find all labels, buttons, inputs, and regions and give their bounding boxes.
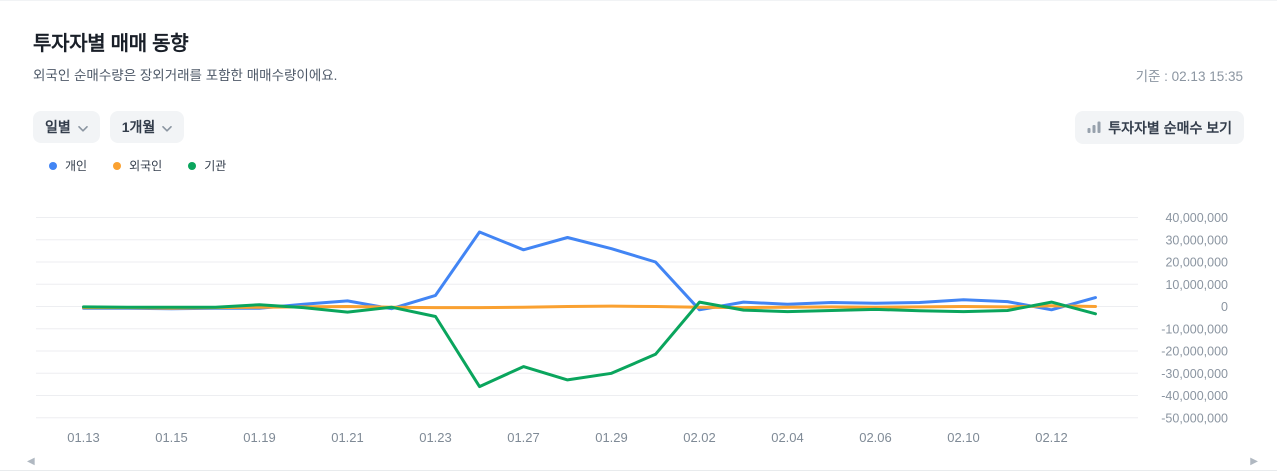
y-axis-label: 40,000,000: [1165, 211, 1228, 225]
y-axis-label: -40,000,000: [1161, 389, 1228, 403]
y-axis-label: -20,000,000: [1161, 345, 1228, 359]
chart-legend: 개인 외국인 기관: [49, 157, 226, 174]
y-axis-label: -30,000,000: [1161, 367, 1228, 381]
x-axis-label: 02.04: [771, 430, 804, 445]
range-dropdown[interactable]: 1개월: [109, 111, 185, 143]
scroll-right-button[interactable]: ▶: [1248, 455, 1260, 469]
subtitle: 외국인 순매수량은 장외거래를 포함한 매매수량이에요.: [33, 68, 338, 83]
series-line-1: [82, 304, 1097, 310]
y-axis-label: 0: [1221, 300, 1228, 314]
scroll-right-icon: ▶: [1250, 456, 1258, 467]
series-line-0: [82, 230, 1097, 312]
legend-dot-foreigner: [113, 161, 122, 170]
legend-item-institution: 기관: [188, 157, 226, 174]
period-dropdown-value: 일별: [45, 119, 71, 135]
x-axis-label: 02.12: [1035, 430, 1068, 445]
legend-item-individual: 개인: [49, 157, 87, 174]
view-net-buy-button[interactable]: 투자자별 순매수 보기: [1075, 111, 1244, 144]
y-axis-label: -10,000,000: [1161, 322, 1228, 336]
x-axis-label: 01.23: [419, 430, 452, 445]
x-axis-label: 01.15: [155, 430, 188, 445]
y-axis-label: 20,000,000: [1165, 256, 1228, 270]
range-dropdown-value: 1개월: [121, 119, 156, 135]
chart-controls: 일별 1개월: [33, 111, 185, 143]
legend-label-foreigner: 외국인: [129, 159, 163, 173]
x-axis-label: 01.29: [595, 430, 628, 445]
x-axis-label: 01.19: [243, 430, 276, 445]
view-net-buy-label: 투자자별 순매수 보기: [1108, 119, 1232, 136]
scroll-left-button[interactable]: ◀: [25, 455, 37, 469]
legend-dot-institution: [188, 161, 197, 170]
y-axis-label: -50,000,000: [1161, 411, 1228, 425]
legend-label-institution: 기관: [204, 159, 227, 173]
as-of-timestamp: 기준 : 02.13 15:35: [1135, 69, 1243, 84]
series-line-2: [82, 300, 1097, 389]
legend-label-individual: 개인: [65, 159, 88, 173]
x-axis-label: 01.21: [331, 430, 364, 445]
x-axis-label: 02.10: [947, 430, 980, 445]
x-axis-label: 01.27: [507, 430, 540, 445]
y-axis-label: 30,000,000: [1165, 233, 1228, 247]
scroll-left-icon: ◀: [27, 456, 35, 467]
x-axis-label: 02.06: [859, 430, 892, 445]
legend-item-foreigner: 외국인: [113, 157, 162, 174]
legend-dot-individual: [49, 161, 57, 170]
period-dropdown[interactable]: 일별: [33, 111, 100, 143]
chevron-down-icon: [77, 119, 88, 135]
x-axis-label: 01.13: [67, 430, 100, 445]
x-axis-label: 02.02: [683, 430, 716, 445]
chevron-down-icon: [162, 119, 173, 135]
y-axis-label: 10,000,000: [1165, 278, 1228, 292]
bar-chart-icon: [1087, 120, 1101, 136]
page-title: 투자자별 매매 동향: [33, 33, 189, 55]
